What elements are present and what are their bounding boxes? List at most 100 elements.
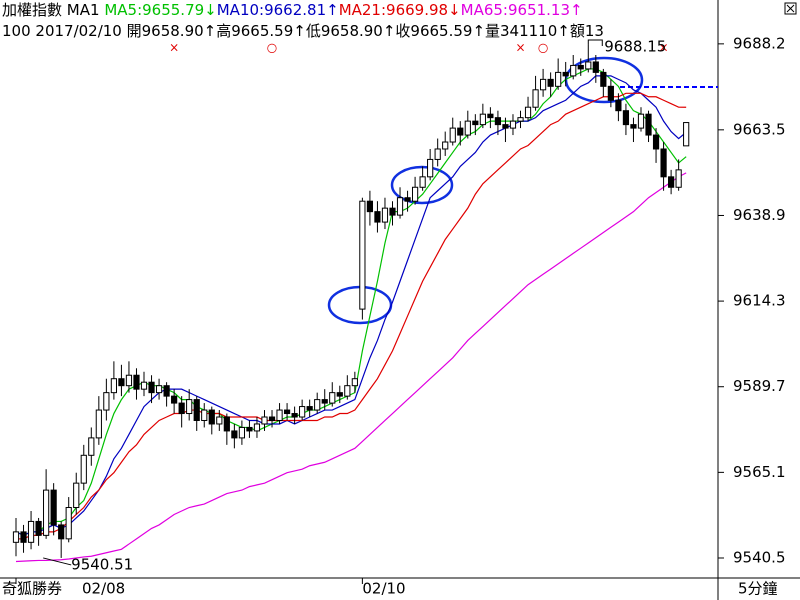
candle-body (404, 197, 411, 202)
candle-body (524, 106, 532, 119)
info-line: 100 2017/02/10 開9658.90↑高9665.59↑低9658.9… (2, 22, 604, 40)
candle-body (419, 176, 426, 188)
candle-body (321, 399, 328, 404)
candle-body (411, 186, 419, 202)
candle-body (449, 127, 456, 143)
candle-body (238, 426, 246, 439)
candle-body (457, 127, 464, 136)
candle-body (359, 200, 366, 310)
candle-body (246, 426, 253, 432)
candle-body (73, 482, 80, 509)
candle-body (374, 211, 381, 223)
candle-body (95, 409, 102, 439)
candle-body (366, 200, 374, 213)
candle-body (434, 148, 441, 160)
candle-body (50, 489, 57, 526)
signal-marker: ○ (538, 41, 548, 55)
candle-body (427, 158, 434, 178)
candle-body (125, 374, 133, 387)
candle-body (178, 402, 185, 415)
candle-body (118, 378, 125, 387)
candle-body (585, 61, 592, 70)
y-tick-label: 9589.7 (733, 377, 786, 395)
y-tick-label: 9638.9 (733, 206, 786, 224)
candle-body (186, 399, 193, 415)
candle-body (163, 385, 170, 397)
candle-body (276, 409, 283, 421)
candle-body (223, 416, 230, 432)
candle-body (396, 197, 404, 216)
candle-body (216, 416, 223, 425)
y-tick-label: 9565.1 (733, 463, 786, 481)
candle-body (58, 524, 65, 540)
candle-body (637, 113, 645, 129)
candle-body (472, 120, 479, 126)
candle-body (555, 71, 562, 87)
candle-body (201, 409, 208, 421)
legend-entry: MA21:9669.98↓ (338, 1, 461, 19)
candle-body (547, 78, 554, 87)
candle-body (487, 113, 494, 119)
candle-body (502, 124, 509, 129)
candle-body (65, 507, 72, 540)
candle-body (652, 134, 660, 150)
candle-body (171, 395, 178, 404)
candle-body (306, 406, 313, 411)
x-tick-label: 02/10 (362, 580, 405, 598)
y-tick-label: 9540.5 (733, 548, 786, 566)
candle-body (381, 207, 389, 223)
y-tick-label: 9663.5 (733, 120, 786, 138)
candle-body (622, 110, 630, 126)
candle-body (155, 385, 163, 394)
high-label: 9688.15 (604, 38, 666, 56)
candle-body (268, 416, 276, 421)
legend-entry: MA10:9662.81↑ (216, 1, 339, 19)
y-tick-label: 9614.3 (733, 292, 786, 310)
candle-body (494, 117, 502, 126)
candle-body (464, 120, 471, 136)
highlight-ellipse (390, 165, 454, 205)
candle-body (299, 406, 306, 418)
candle-body (509, 120, 517, 129)
candle-body (12, 531, 20, 543)
low-label: 9540.51 (71, 555, 133, 573)
low-pointer (43, 557, 72, 566)
window-button-x (786, 4, 795, 13)
candle-body (389, 207, 396, 216)
candle-body (20, 531, 27, 543)
candle-body (231, 430, 238, 439)
legend-entry: MA65:9651.13↑ (460, 1, 583, 19)
signal-marker: × (169, 41, 179, 55)
ma-line (16, 92, 687, 540)
signal-marker: × (515, 41, 525, 55)
candle-body (329, 392, 336, 404)
period-label: 5分鐘 (738, 580, 778, 598)
candle-body (133, 374, 140, 390)
candle-body (600, 71, 607, 87)
legend: MA5:9655.79↓MA10:9662.81↑MA21:9669.98↓MA… (104, 1, 582, 19)
indicator: MA1 (66, 1, 100, 19)
y-tick-label: 9688.2 (733, 34, 786, 52)
candle-body (193, 399, 200, 421)
candle-body (35, 520, 42, 536)
signal-marker: × (659, 41, 669, 55)
header-line: 加權指數 MA1 MA5:9655.79↓MA10:9662.81↑MA21:9… (2, 0, 604, 21)
candle-body (645, 113, 652, 136)
signal-marker: ○ (267, 41, 277, 55)
candle-body (344, 385, 351, 397)
candle-body (592, 61, 599, 73)
candle-body (607, 85, 614, 101)
candle-body (336, 392, 343, 397)
candle-body (683, 122, 690, 147)
candle-body (291, 413, 298, 418)
candle-body (283, 409, 291, 415)
candle-body (517, 117, 524, 122)
candle-body (540, 78, 547, 91)
ma-line (15, 75, 687, 537)
candle-body (562, 71, 569, 77)
candle-body (43, 489, 50, 536)
title: 加權指數 (2, 1, 63, 19)
candle-body (570, 64, 577, 77)
candle-body (148, 381, 155, 394)
